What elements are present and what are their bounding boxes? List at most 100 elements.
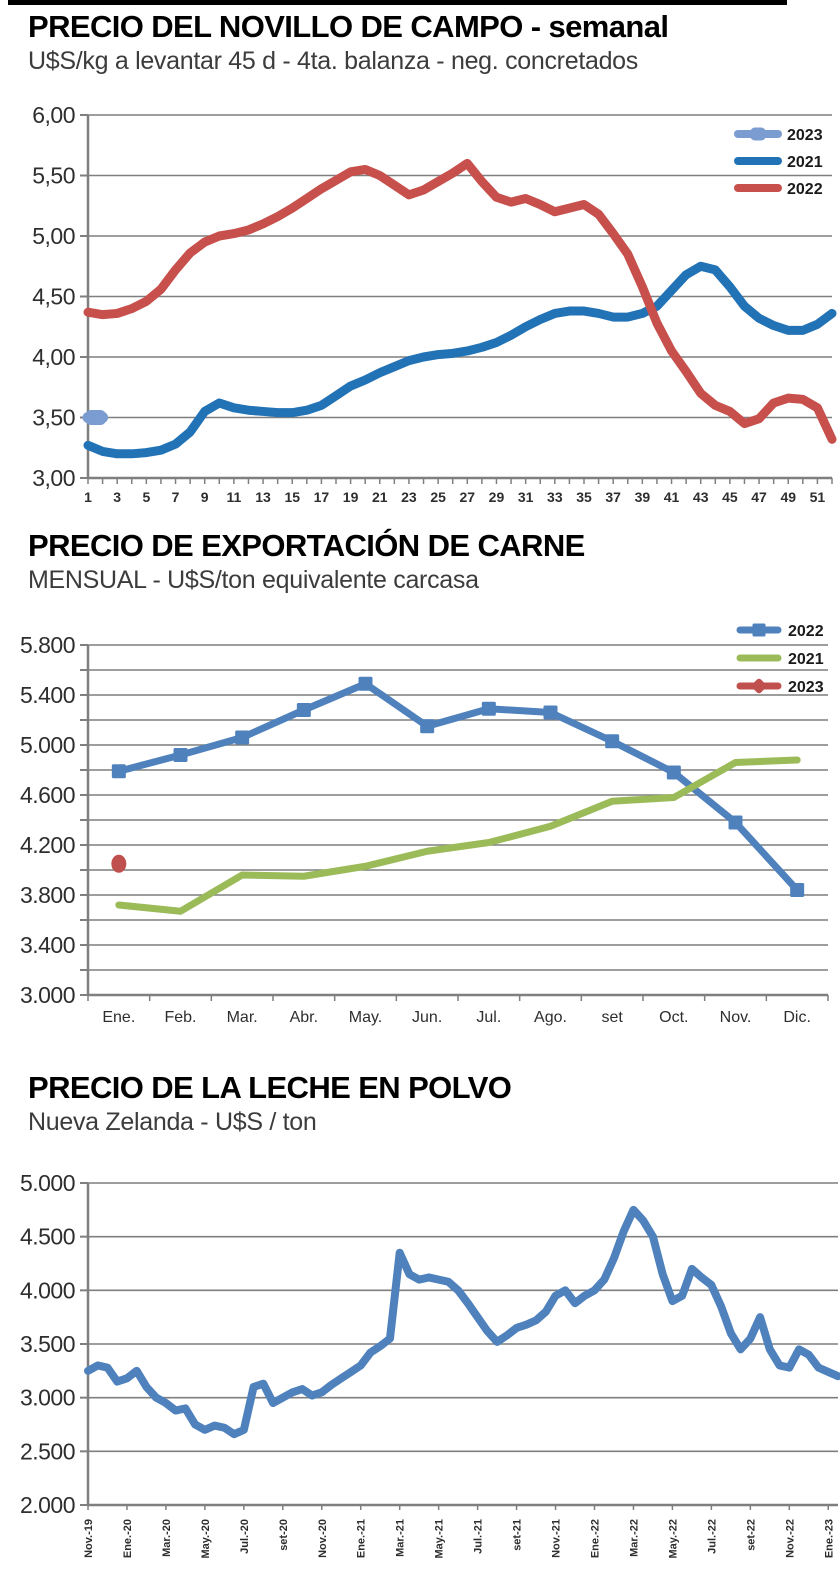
tick-label: May.-22	[667, 1519, 679, 1559]
tick-label: 5.800	[20, 632, 75, 658]
tick-label: Mar.-21	[395, 1519, 407, 1557]
tick-label: Nov.-20	[317, 1519, 329, 1558]
tick-label: 4,00	[32, 344, 75, 370]
tick-label: Jul.-22	[706, 1519, 718, 1554]
tick-label: Jul.-20	[239, 1519, 251, 1554]
tick-label: 13	[255, 489, 271, 505]
tick-label: 3.000	[20, 1385, 75, 1411]
tick-label: 5.000	[20, 732, 75, 758]
tick-label: 25	[430, 489, 446, 505]
series-marker-2022	[173, 748, 188, 762]
tick-label: 33	[547, 489, 563, 505]
tick-label: 39	[635, 489, 651, 505]
series-line-2021	[83, 261, 837, 459]
tick-label: 2022	[787, 181, 823, 198]
tick-label: set	[601, 1009, 623, 1026]
carne-plot: 5.800 5.400 5.000 4.600 4.200 3.800 3.400 3.000…	[20, 623, 829, 1026]
tick-label: 31	[518, 489, 534, 505]
series-marker-2022	[420, 719, 435, 734]
tick-label: 9	[201, 489, 209, 505]
leche-chart-title: PRECIO DE LA LECHE EN POLVO	[28, 1070, 512, 1105]
tick-label: May.-20	[200, 1519, 212, 1559]
series-line-2022	[115, 680, 801, 894]
tick-label: 35	[576, 489, 592, 505]
tick-label: Ene.-20	[122, 1519, 134, 1558]
tick-label: 2.000	[20, 1492, 75, 1518]
tick-label: 5.000	[20, 1170, 75, 1196]
tick-label: 17	[314, 489, 330, 505]
tick-label: 3.000	[20, 982, 75, 1008]
carne-chart-subtitle: MENSUAL - U$S/ton equivalente carcasa	[28, 566, 479, 594]
tick-label: May.	[349, 1009, 382, 1026]
tick-label: 49	[780, 489, 796, 505]
tick-label: Mar.-20	[161, 1519, 173, 1557]
tick-label: Ene.-23	[823, 1519, 835, 1558]
tick-label: 11	[226, 489, 241, 505]
tick-label: 6,00	[32, 102, 75, 128]
tick-label: 2.500	[20, 1438, 75, 1464]
series-marker-2022	[358, 676, 373, 691]
tick-label: Nov.-22	[784, 1519, 796, 1558]
tick-label: 3,50	[32, 405, 75, 431]
leche-chart-subtitle: Nueva Zelanda - U$S / ton	[28, 1108, 317, 1136]
tick-label: 4,50	[32, 284, 75, 310]
series-marker-2022	[605, 734, 620, 749]
novillo-chart-title: PRECIO DEL NOVILLO DE CAMPO - semanal	[28, 9, 669, 44]
tick-label: Jul.-21	[473, 1519, 485, 1554]
tick-label: Nov.-21	[551, 1519, 563, 1558]
tick-label: 47	[751, 489, 767, 505]
tick-label: Dic.	[783, 1009, 811, 1026]
tick-label: 2023	[787, 127, 823, 144]
series-marker-2022	[296, 703, 311, 717]
tick-label: Mar.	[227, 1009, 258, 1026]
tick-label: Oct.	[659, 1009, 688, 1026]
tick-label: Nov.-19	[83, 1519, 95, 1558]
tick-label: Mar.-22	[628, 1519, 640, 1557]
tick-label: 5,00	[32, 223, 75, 249]
series-marker-2022	[111, 764, 126, 779]
carne-chart-title: PRECIO DE EXPORTACIÓN DE CARNE	[28, 528, 585, 563]
tick-label: 3,00	[32, 465, 75, 491]
tick-label: 4.500	[20, 1224, 75, 1250]
tick-label: Feb.	[164, 1009, 196, 1026]
tick-label: Nov.	[720, 1009, 752, 1026]
series-marker-2022	[728, 815, 743, 830]
tick-label: 3	[113, 489, 121, 505]
tick-label: 37	[605, 489, 621, 505]
tick-label: 19	[343, 489, 359, 505]
novillo-price-chart: 6,005,505,004,504,003,503,001 3 5 7 9 11 13 15 1…	[32, 102, 837, 505]
series-marker-2022	[235, 730, 250, 745]
tick-label: 5	[142, 489, 150, 505]
tick-label: 51	[810, 489, 826, 505]
tick-label: 2022	[788, 623, 824, 640]
leche-polvo-price-chart: 5.000 4.500 4.000 3.500 3.000 2.500 2.000 Nov.-…	[20, 1170, 840, 1559]
tick-label: Abr.	[290, 1009, 318, 1026]
top-border-bar	[8, 0, 787, 5]
tick-label: 23	[401, 489, 417, 505]
series-marker-2022	[666, 765, 681, 780]
tick-label: set-22	[745, 1519, 757, 1551]
tick-label: 27	[460, 489, 476, 505]
tick-label: 1	[84, 489, 92, 505]
tick-label: 5,50	[32, 163, 75, 189]
tick-label: 43	[693, 489, 709, 505]
tick-label: 4.200	[20, 832, 75, 858]
tick-label: 2023	[788, 679, 824, 696]
tick-label: set-21	[512, 1519, 524, 1551]
tick-label: 4.600	[20, 782, 75, 808]
tick-label: 4.000	[20, 1277, 75, 1303]
series-marker-2022	[481, 701, 496, 716]
series-marker-2023	[111, 854, 127, 873]
tick-label: 2021	[788, 651, 824, 668]
tick-label: Ene.	[102, 1009, 135, 1026]
tick-label: 21	[372, 489, 388, 505]
tick-label: 3.400	[20, 932, 75, 958]
tick-label: 2021	[787, 154, 823, 171]
tick-label: 29	[489, 489, 505, 505]
leche-plot: 5.000 4.500 4.000 3.500 3.000 2.500 2.000 Nov.-…	[20, 1170, 840, 1559]
legend-marker-2022	[752, 623, 766, 637]
novillo-plot: 6,005,505,004,504,003,503,001 3 5 7 9 11 13 15 1…	[32, 102, 837, 505]
tick-label: 45	[722, 489, 738, 505]
tick-label: 5.400	[20, 682, 75, 708]
tick-label: Ene.-22	[589, 1519, 601, 1558]
